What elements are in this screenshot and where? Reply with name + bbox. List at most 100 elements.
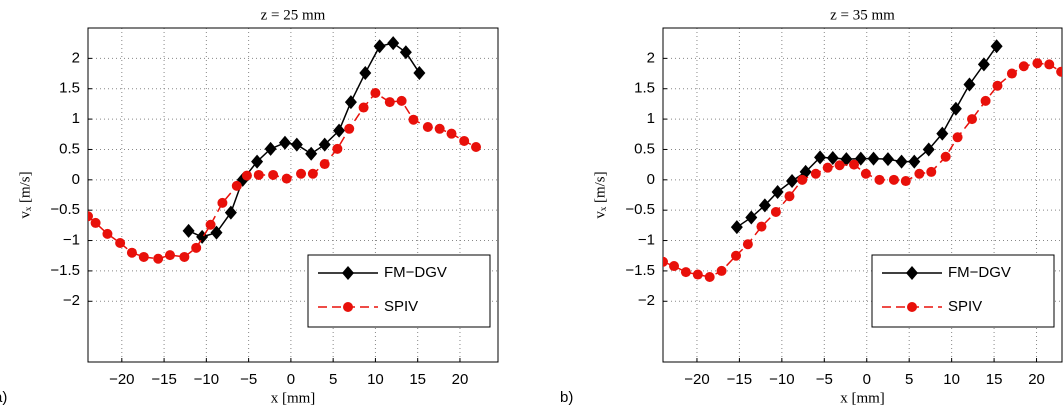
legend-box bbox=[871, 254, 1055, 328]
x-tick-label: −15 bbox=[727, 371, 752, 388]
x-tick-label: 5 bbox=[329, 371, 337, 388]
marker bbox=[949, 101, 962, 116]
x-tick-label: 5 bbox=[905, 371, 913, 388]
legend-label: SPIV bbox=[948, 298, 982, 315]
marker bbox=[138, 251, 149, 262]
marker bbox=[90, 217, 101, 228]
marker bbox=[413, 65, 426, 80]
plot-frame bbox=[87, 27, 499, 363]
marker bbox=[786, 174, 799, 189]
marker bbox=[373, 39, 386, 54]
x-tick-label: −20 bbox=[109, 371, 134, 388]
y-tick-label: −2 bbox=[63, 292, 80, 309]
x-tick-label: 20 bbox=[1028, 371, 1045, 388]
marker bbox=[814, 150, 827, 165]
y-tick-label: 0.5 bbox=[634, 140, 655, 157]
marker bbox=[434, 123, 445, 134]
marker bbox=[408, 114, 419, 125]
marker bbox=[756, 221, 767, 232]
marker bbox=[251, 154, 264, 169]
axes: −20 −15 −10 −5 0 5 10 15 20 −2 −1.5 −1 −0.5 0 0.5 1 1.5 2… bbox=[0, 7, 499, 405]
y-tick-label: 1.5 bbox=[634, 80, 655, 97]
marker bbox=[952, 132, 963, 143]
y-axis-label: vₓ [m/s] bbox=[592, 171, 608, 218]
marker bbox=[278, 135, 291, 150]
marker bbox=[770, 207, 781, 218]
marker bbox=[422, 121, 433, 132]
legend-label: FM−DGV bbox=[384, 264, 447, 281]
marker bbox=[881, 152, 894, 167]
marker bbox=[1006, 68, 1017, 79]
legend-label: SPIV bbox=[384, 298, 418, 315]
marker bbox=[967, 114, 978, 125]
marker bbox=[914, 168, 925, 179]
marker bbox=[730, 220, 743, 235]
marker bbox=[333, 123, 346, 138]
marker bbox=[888, 174, 899, 185]
marker bbox=[290, 137, 303, 152]
marker bbox=[826, 150, 839, 165]
marker bbox=[867, 151, 880, 166]
marker bbox=[182, 223, 195, 238]
marker bbox=[343, 302, 353, 312]
marker bbox=[344, 123, 355, 134]
chart-title: z = 25 mm bbox=[261, 7, 326, 23]
marker bbox=[387, 36, 400, 51]
marker bbox=[305, 146, 318, 161]
x-tick-label: 20 bbox=[452, 371, 469, 388]
marker bbox=[217, 197, 228, 208]
y-tick-label: 2 bbox=[647, 49, 655, 66]
plot-frame bbox=[662, 27, 1063, 363]
marker bbox=[784, 191, 795, 202]
marker bbox=[907, 302, 917, 312]
y-tick-label: 2 bbox=[72, 49, 80, 66]
marker bbox=[264, 141, 277, 156]
marker bbox=[980, 95, 991, 106]
x-axis-label: x [mm] bbox=[840, 390, 885, 405]
marker bbox=[1056, 66, 1062, 77]
marker bbox=[834, 160, 845, 171]
marker bbox=[165, 250, 175, 261]
marker bbox=[342, 266, 354, 280]
marker bbox=[810, 168, 821, 179]
marker bbox=[940, 151, 951, 162]
marker bbox=[922, 142, 935, 157]
marker bbox=[153, 253, 164, 264]
marker bbox=[900, 176, 911, 187]
chart-title: z = 35 mm bbox=[830, 7, 895, 23]
y-tick-label: 1 bbox=[647, 110, 655, 127]
marker bbox=[318, 137, 331, 152]
marker bbox=[1032, 58, 1043, 69]
x-tick-label: 10 bbox=[943, 371, 960, 388]
marker bbox=[936, 126, 949, 141]
marker bbox=[860, 168, 871, 179]
marker bbox=[102, 228, 113, 239]
legend: FM−DGV SPIV bbox=[871, 254, 1055, 328]
marker bbox=[268, 169, 279, 180]
x-tick-label: 0 bbox=[287, 371, 295, 388]
marker bbox=[895, 154, 908, 169]
marker bbox=[992, 80, 1003, 91]
marker bbox=[253, 169, 264, 180]
marker bbox=[281, 173, 292, 184]
marker bbox=[241, 170, 252, 181]
marker bbox=[191, 242, 202, 253]
marker bbox=[344, 95, 357, 110]
marker bbox=[126, 247, 137, 258]
marker bbox=[307, 168, 318, 179]
y-tick-label: −1.5 bbox=[625, 262, 655, 279]
marker bbox=[704, 271, 715, 282]
marker bbox=[396, 95, 407, 106]
marker bbox=[179, 251, 190, 262]
data-layer bbox=[88, 36, 482, 264]
panel-label: b) bbox=[560, 389, 573, 405]
y-tick-label: −2 bbox=[638, 292, 655, 309]
y-tick-label: −0.5 bbox=[50, 201, 80, 218]
y-tick-label: 0 bbox=[72, 171, 80, 188]
marker bbox=[205, 219, 216, 230]
legend-label: FM−DGV bbox=[948, 264, 1011, 281]
legend: FM−DGV SPIV bbox=[307, 254, 491, 328]
marker bbox=[1044, 59, 1055, 70]
